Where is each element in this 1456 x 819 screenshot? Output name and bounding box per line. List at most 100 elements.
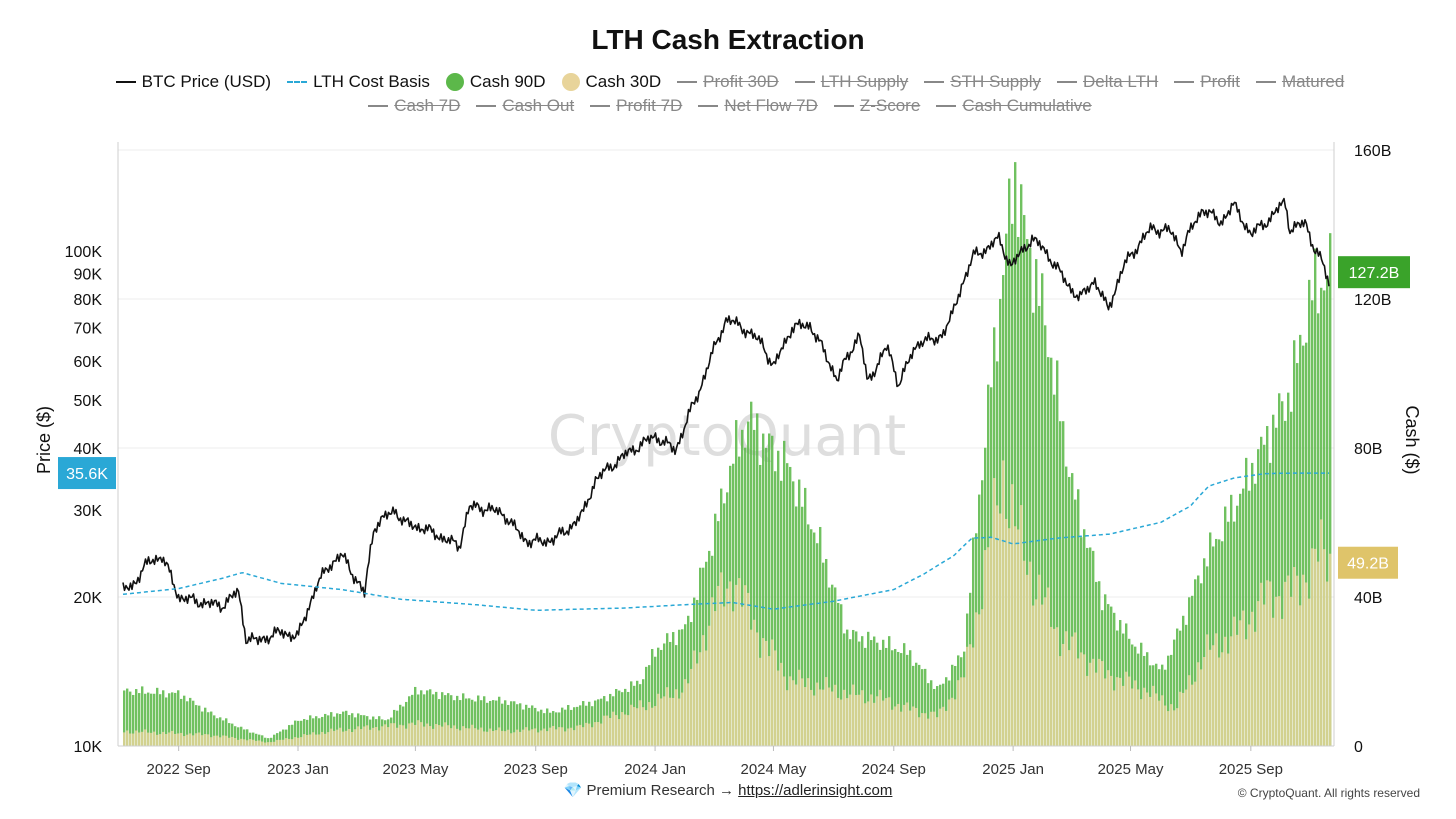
cash-30d-bar xyxy=(198,732,201,746)
cash-90d-bar xyxy=(240,726,243,746)
cash-90d-bar xyxy=(135,689,138,746)
cash-30d-bar xyxy=(405,728,408,746)
cash-30d-bar xyxy=(429,726,432,746)
legend-item-lth-cost-basis[interactable]: LTH Cost Basis xyxy=(287,72,430,92)
cash-30d-bar xyxy=(123,732,126,746)
cash-90d-bar xyxy=(1296,363,1299,746)
cash-90d-bar xyxy=(492,700,495,746)
cash-30d-bar xyxy=(900,711,903,746)
legend-label: Cash 7D xyxy=(394,96,461,115)
footer-link[interactable]: https://adlerinsight.com xyxy=(738,782,893,799)
cash-30d-bar xyxy=(1242,610,1245,746)
cash-30d-bar xyxy=(297,737,300,746)
legend-item-lth-supply[interactable]: LTH Supply xyxy=(794,72,908,92)
cash-30d-bar xyxy=(1200,669,1203,746)
cash-90d-bar xyxy=(804,487,807,746)
cash-30d-bar xyxy=(795,684,798,746)
cash-30d-bar xyxy=(993,478,996,746)
cash-30d-bar xyxy=(1173,710,1176,746)
cash-30d-bar xyxy=(831,691,834,746)
cash-30d-bar xyxy=(1047,587,1050,746)
legend-item-cash-out[interactable]: Cash Out xyxy=(476,96,574,116)
y-left-tick-label: 100K xyxy=(65,244,103,261)
footer-prefix: 💎 Premium Research → xyxy=(563,782,739,799)
legend-label: Cash 30D xyxy=(585,72,662,91)
cash-90d-bar xyxy=(1074,499,1077,746)
legend-item-profit[interactable]: Profit xyxy=(1174,72,1240,92)
cash-30d-bar xyxy=(696,663,699,746)
cash-30d-bar xyxy=(279,739,282,746)
cash-30d-bar xyxy=(1008,528,1011,746)
cash-90d-bar xyxy=(468,698,471,746)
cash-90d-bar xyxy=(453,700,456,746)
cash-30d-bar xyxy=(738,578,741,746)
cash-90d-bar xyxy=(213,715,216,746)
cash-30d-bar xyxy=(651,707,654,746)
cash-30d-bar xyxy=(1209,649,1212,746)
legend-label: Profit xyxy=(1200,72,1240,91)
cash-90d-bar xyxy=(864,647,867,746)
cash-30d-bar xyxy=(1164,705,1167,746)
cash-30d-bar xyxy=(339,727,342,746)
cash-90d-bar xyxy=(876,642,879,746)
legend-item-btc-price-usd-[interactable]: BTC Price (USD) xyxy=(115,72,271,92)
cash-30d-bar xyxy=(1152,685,1155,746)
cash-30d-bar xyxy=(1275,596,1278,746)
cash-90d-bar xyxy=(1323,290,1326,746)
cash-30d-bar xyxy=(216,735,219,746)
legend-item-matured[interactable]: Matured xyxy=(1255,72,1344,92)
y-left-tick-label: 80K xyxy=(74,292,103,309)
legend-item-cash-7d[interactable]: Cash 7D xyxy=(368,96,460,116)
cash-30d-bar xyxy=(915,707,918,746)
cash-30d-bar xyxy=(414,724,417,746)
copyright: © CryptoQuant. All rights reserved xyxy=(1237,786,1420,800)
cash-30d-bar xyxy=(1059,656,1062,746)
cash-90d-bar xyxy=(867,631,870,746)
legend-item-profit-30d[interactable]: Profit 30D xyxy=(677,72,779,92)
cash-90d-bar xyxy=(810,529,813,746)
cash-90d-bar xyxy=(1245,457,1248,746)
legend-item-delta-lth[interactable]: Delta LTH xyxy=(1056,72,1158,92)
cash-90d-bar xyxy=(1236,505,1239,746)
cash-30d-bar xyxy=(1143,687,1146,746)
cash-30d-bar xyxy=(1329,553,1332,746)
cash-30d-bar xyxy=(195,733,198,746)
cash-90d-bar xyxy=(1170,654,1173,746)
cash-30d-bar xyxy=(261,741,264,746)
cash-30d-bar xyxy=(522,729,525,746)
cash-30d-bar xyxy=(579,724,582,746)
legend-item-net-flow-7d[interactable]: Net Flow 7D xyxy=(698,96,818,116)
legend-item-sth-supply[interactable]: STH Supply xyxy=(924,72,1041,92)
legend-item-z-score[interactable]: Z-Score xyxy=(833,96,920,116)
cash-30d-bar xyxy=(495,730,498,746)
cash-30d-bar xyxy=(981,609,984,746)
cash-90d-bar xyxy=(219,717,222,746)
cash-30d-bar xyxy=(804,687,807,746)
legend-item-cash-90d[interactable]: Cash 90D xyxy=(445,72,546,92)
cash-30d-bar xyxy=(273,741,276,746)
y-right-tick-label: 80B xyxy=(1354,441,1382,458)
cash-30d-bar xyxy=(681,692,684,746)
cash-90d-bar xyxy=(1035,259,1038,746)
lth-cost-basis-line xyxy=(122,472,1329,612)
legend-item-cash-30d[interactable]: Cash 30D xyxy=(561,72,662,92)
cash-90d-bar xyxy=(1077,489,1080,746)
cash-90d-bar xyxy=(162,690,165,746)
cash-30d-bar xyxy=(1269,581,1272,746)
legend-item-cash-cumulative[interactable]: Cash Cumulative xyxy=(936,96,1092,116)
cash-90d-bar xyxy=(1140,642,1143,746)
cash-30d-bar xyxy=(546,731,549,746)
cash-30d-bar xyxy=(633,707,636,746)
cash-90d-bar xyxy=(435,691,438,746)
cash-90d-bar xyxy=(1041,273,1044,746)
y-left-tick-label: 10K xyxy=(74,739,103,756)
cash-90d-bar xyxy=(1254,483,1257,746)
cash-90d-bar xyxy=(180,698,183,746)
cash-90d-bar xyxy=(816,543,819,746)
cash-90d-bar xyxy=(132,694,135,746)
cash-90d-bar xyxy=(489,700,492,746)
legend-item-profit-7d[interactable]: Profit 7D xyxy=(590,96,682,116)
cash-30d-bar xyxy=(1002,460,1005,746)
cash-90d-bar xyxy=(1218,539,1221,746)
legend-label: Profit 7D xyxy=(616,96,683,115)
